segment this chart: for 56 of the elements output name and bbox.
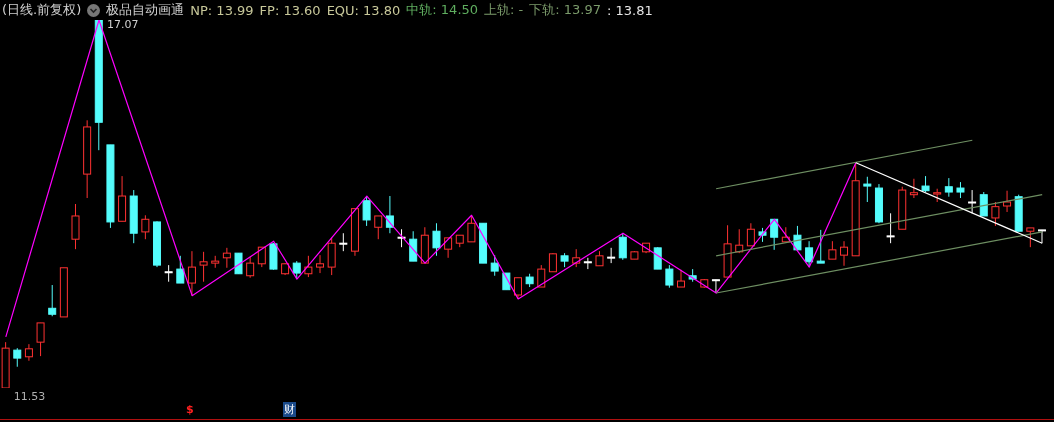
text: 上轨: -	[484, 1, 524, 19]
candlestick	[607, 247, 616, 264]
candlestick	[374, 215, 383, 240]
candlestick	[199, 251, 208, 283]
candlestick	[968, 189, 977, 214]
candlestick	[805, 240, 814, 268]
candlestick	[677, 269, 686, 288]
candlestick	[618, 232, 627, 261]
text: $	[186, 403, 194, 416]
candlestick	[467, 214, 476, 243]
candlestick	[187, 250, 196, 297]
candlestick	[24, 343, 33, 362]
candlestick	[316, 254, 325, 274]
candlestick	[13, 347, 22, 368]
candlestick	[746, 222, 755, 247]
candlestick	[770, 218, 779, 251]
candlestick	[432, 222, 441, 257]
text: 下轨: 13.97	[529, 1, 601, 19]
candlestick	[141, 214, 150, 240]
candlestick	[327, 237, 336, 276]
text: EQU: 13.80	[326, 2, 401, 18]
candlestick	[176, 255, 185, 284]
candlestick	[979, 191, 988, 217]
candlestick	[840, 240, 849, 267]
candlestick	[304, 255, 313, 278]
candlestick	[246, 256, 255, 279]
text: NP: 13.99	[190, 2, 254, 18]
candlestick	[409, 230, 418, 262]
candlestick	[816, 229, 825, 264]
chart-subtitle: 极品自动画通	[106, 1, 185, 19]
candlestick	[444, 237, 453, 259]
candlestick	[48, 284, 57, 317]
text: 中轨: 14.50	[406, 1, 479, 19]
candlestick	[886, 212, 895, 244]
candlestick	[36, 322, 45, 357]
candlestick	[583, 257, 592, 270]
text: FP: 13.60	[259, 2, 321, 18]
candlestick	[362, 195, 371, 227]
candlestick	[222, 247, 231, 269]
candlestick	[548, 252, 557, 273]
text: 11.53	[13, 390, 46, 403]
candlestick	[1003, 190, 1012, 213]
candlestick	[665, 264, 674, 289]
candlestick	[513, 277, 522, 300]
text: : 13.81	[607, 2, 653, 18]
candlestick	[944, 177, 953, 198]
annotation: 17.07	[106, 18, 139, 31]
candlestick	[863, 176, 872, 203]
candlestick	[1026, 227, 1035, 248]
chart-title: (日线.前复权)	[2, 1, 82, 19]
candlestick	[991, 201, 1000, 227]
text: 财	[283, 402, 296, 417]
candlestick	[711, 279, 720, 294]
candlestick	[257, 246, 266, 268]
candlestick	[909, 178, 918, 199]
candlestick	[71, 203, 80, 250]
